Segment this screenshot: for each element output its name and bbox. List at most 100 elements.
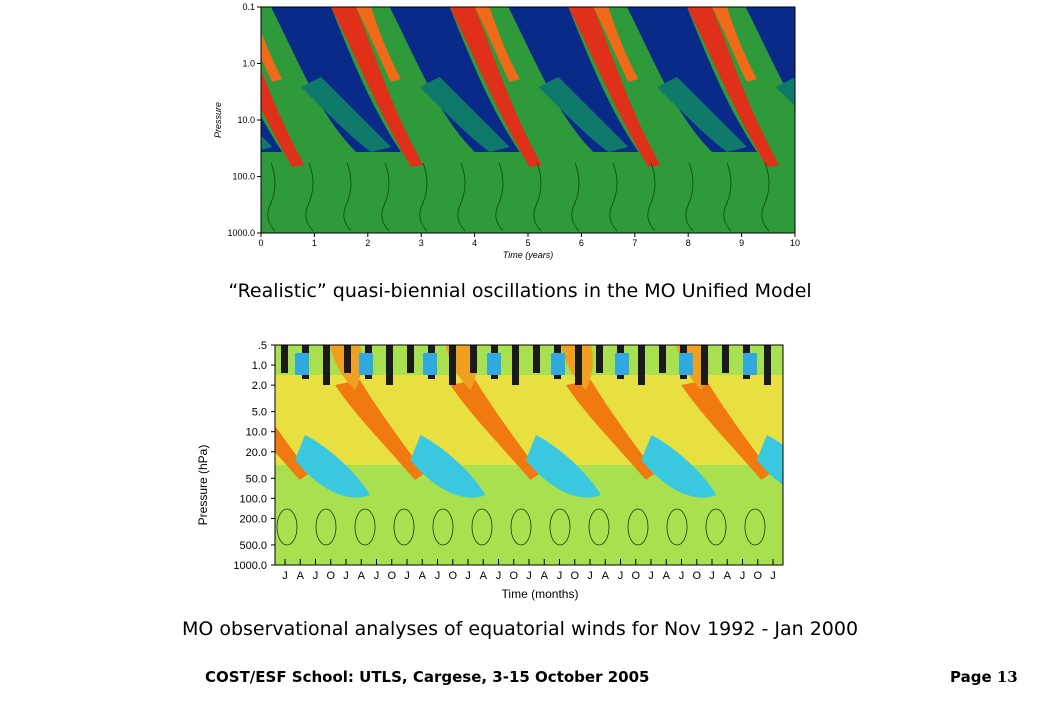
bottom-y-tick-label: 50.0 [246,473,267,485]
bottom-strong-wind-streak [344,345,351,373]
bottom-contour-line [666,508,688,546]
bottom-contour-line [549,508,571,546]
top-contour-line [457,162,466,232]
bottom-easterly-patch [295,353,309,375]
bottom-easterly-band [525,435,601,498]
bottom-y-axis: .5 1.0 2.0 5.0 10.0 20.0 50.0 100.0 200.0 500.0 10… [233,340,275,572]
bottom-strong-wind-streak [638,345,645,385]
bottom-westerly-band [797,380,805,480]
bottom-contour-line [393,508,415,546]
top-x-tick-label: 2 [365,238,370,248]
bottom-easterly-patch [359,353,373,375]
bottom-contour-line [627,508,649,546]
bottom-contour-line [588,508,610,546]
top-y-tick-label: 1000.0 [227,228,255,238]
bottom-x-tick-label: J [496,570,502,582]
bottom-x-tick-label: J [618,570,624,582]
bottom-strong-wind-streak [281,345,288,373]
top-y-tick-label: 0.1 [242,2,255,12]
footer-page-number: 13 [996,668,1018,686]
top-contour-line [419,162,428,232]
top-easterly-band [271,7,401,152]
bottom-x-tick-label: J [648,570,654,582]
bottom-westerly-band [565,380,656,480]
bottom-strong-wind-streak [722,345,729,373]
top-x-tick-label: 9 [739,238,744,248]
top-x-tick-label: 3 [419,238,424,248]
bottom-easterly-band [410,435,486,498]
bottom-caption: MO observational analyses of equatorial … [181,618,859,640]
top-contour-line [723,162,732,232]
bottom-westerly-band [215,345,247,390]
bottom-y-tick-label: .5 [258,340,267,352]
bottom-westerly-band [450,380,541,480]
top-contour-line [685,162,694,232]
bottom-contour-line [471,508,493,546]
bottom-easterly-patch [615,353,629,375]
bottom-easterly-patch [679,353,693,375]
bottom-strong-wind-streak [470,345,477,373]
top-x-tick-label: 7 [632,238,637,248]
bottom-y-tick-label: 20.0 [246,447,267,459]
bottom-y-tick-label: 1000.0 [233,560,267,572]
top-x-tick-label: 10 [790,238,800,248]
top-westerly-band [474,7,520,82]
top-contour-line [343,162,352,232]
bottom-x-tick-label: A [541,570,549,582]
bottom-x-tick-label: J [282,570,288,582]
top-westerly-band [331,7,423,167]
top-x-tick-label: 4 [472,238,477,248]
footer-page-label: Page [950,668,992,686]
bottom-strong-wind-streak [533,345,540,373]
top-easterly-band [745,7,795,105]
top-contour-line [571,162,580,232]
top-transition-band [538,77,629,152]
bottom-y-tick-label: 500.0 [239,540,267,552]
bottom-contour-line [432,508,454,546]
observed-qbo-chart: .5 1.0 2.0 5.0 10.0 20.0 50.0 100.0 200.0 500.0 10… [196,340,805,601]
footer-page: Page 13 [950,668,1018,686]
bottom-x-tick-label: J [435,570,441,582]
top-y-tick-label: 100.0 [232,172,255,182]
top-westerly-band [356,7,401,82]
bottom-easterly-band [756,435,783,485]
top-y-tick-label: 1.0 [242,59,255,69]
bottom-x-tick-label: J [557,570,563,582]
top-contour-line [495,162,504,232]
top-x-axis: 0 1 2 3 4 5 6 7 8 9 10 [258,233,800,248]
bottom-contour-line [354,508,376,546]
bottom-easterly-band [641,435,717,498]
bottom-easterly-band [295,435,370,498]
model-qbo-chart: 0.1 1.0 10.0 100.0 1000.0 0 1 2 3 4 5 6 7 8 9 10 Press… [213,2,800,260]
top-transition-band [657,77,747,152]
bottom-easterly-patch [423,353,437,375]
top-plot-bands [261,7,795,232]
bottom-x-tick-label: J [313,570,319,582]
bottom-strong-wind-streak [659,345,666,373]
top-y-tick-label: 10.0 [237,115,255,125]
bottom-x-tick-label: J [374,570,380,582]
bottom-strong-wind-streak [701,345,708,385]
bottom-contour-line [315,508,337,546]
bottom-easterly-patch [743,353,757,375]
bottom-contour-line [744,508,766,546]
bottom-contour-line [510,508,532,546]
top-x-tick-label: 6 [579,238,584,248]
bottom-strong-wind-streak [512,345,519,385]
top-westerly-band [593,7,639,82]
bottom-x-axis-label: Time (months) [502,587,579,601]
top-contour-line [609,162,618,232]
bottom-x-tick-label: O [570,570,579,582]
top-transition-band [775,77,795,107]
bottom-easterly-patch [487,353,501,375]
bottom-strong-wind-streak [764,345,771,385]
top-contour-line [533,162,542,232]
top-caption: “Realistic” quasi-biennial oscillations … [228,280,812,302]
bottom-strong-wind-streak [386,345,393,385]
bottom-westerly-band [335,380,425,480]
bottom-x-tick-label: J [343,570,349,582]
top-x-tick-label: 8 [686,238,691,248]
bottom-x-tick-label: J [465,570,471,582]
top-y-axis-label: Pressure [213,102,223,138]
